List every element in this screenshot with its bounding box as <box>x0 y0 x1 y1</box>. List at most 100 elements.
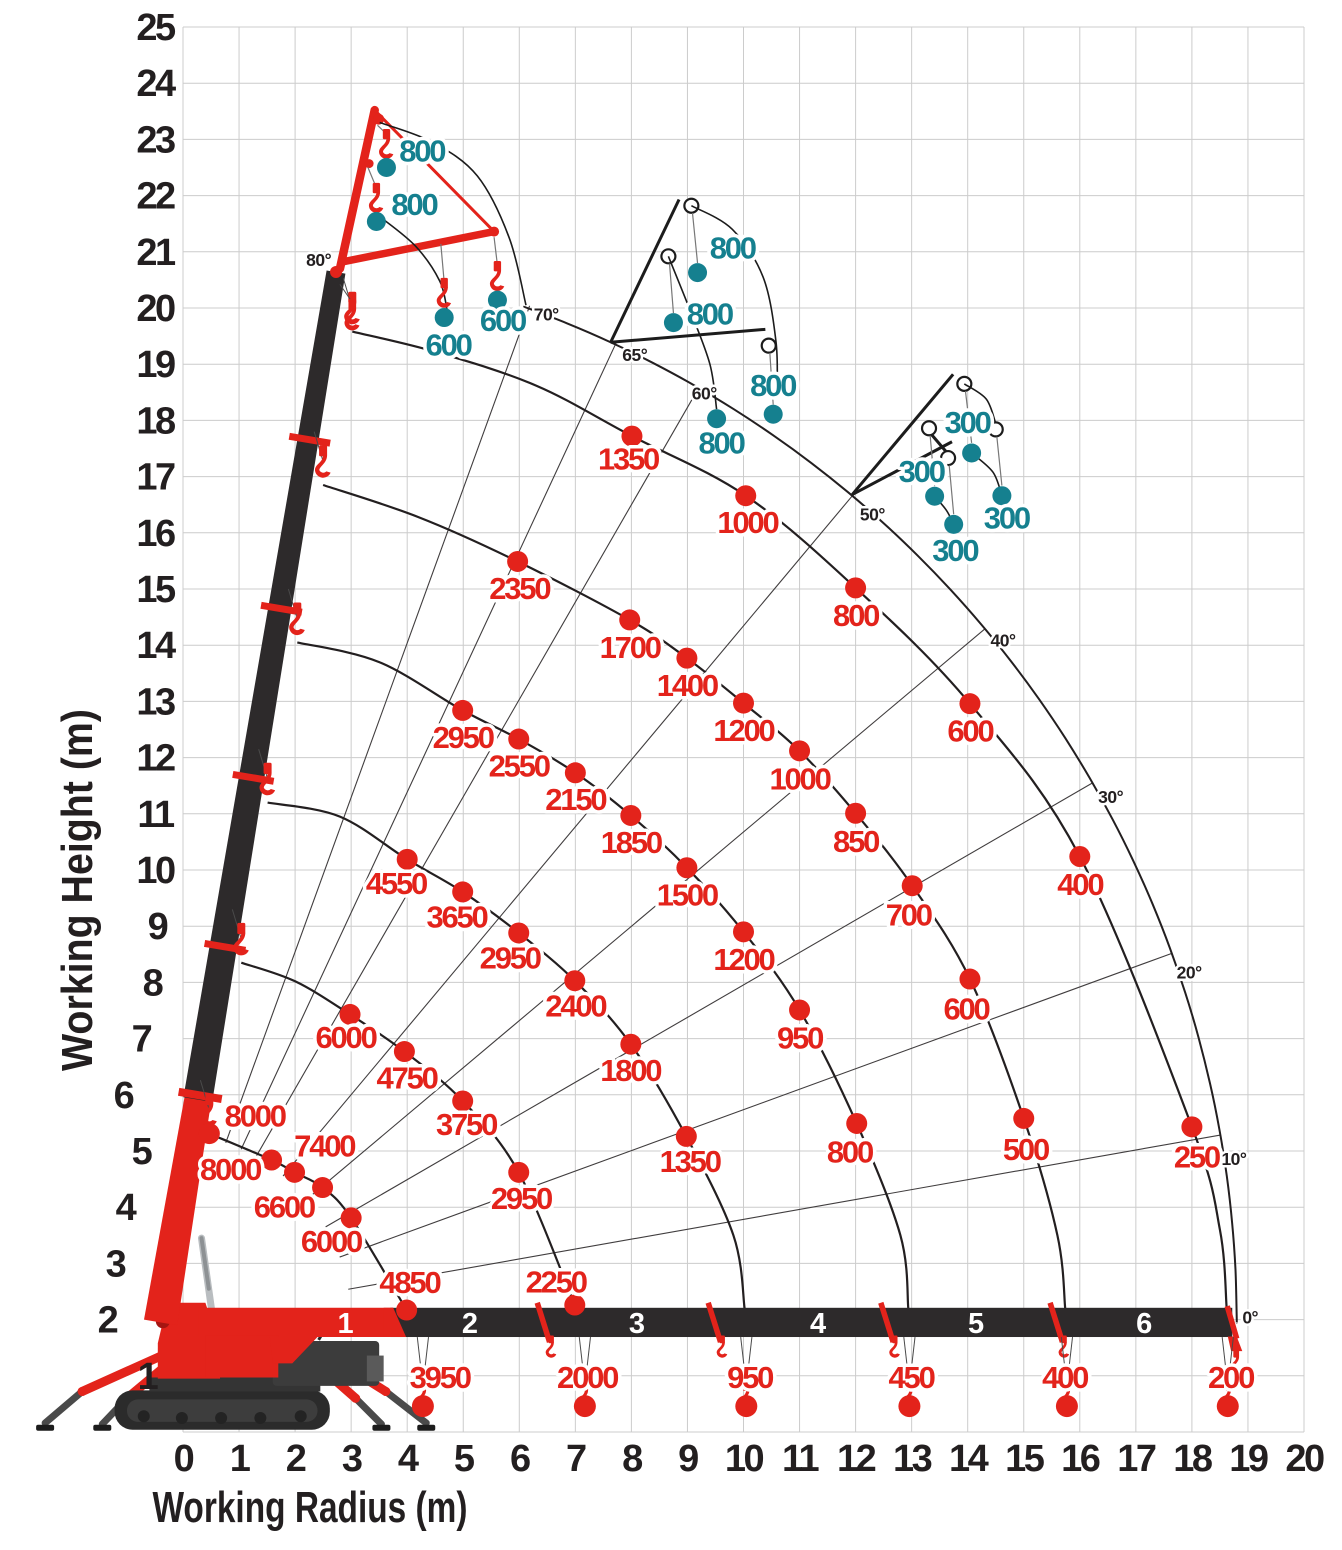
hook-block <box>372 182 381 194</box>
jib-80deg-hook-1 <box>368 182 384 213</box>
hook-curve <box>201 1103 217 1127</box>
jib-65deg-sheave-0 <box>683 197 700 214</box>
boom-stage-4-dot-1500 <box>676 857 698 879</box>
boom-stage-4-bottom-wire <box>908 1336 916 1386</box>
jib-50deg-dot <box>992 486 1012 506</box>
hook-curve <box>379 138 394 159</box>
boom-stage-2-start-wire <box>231 909 242 940</box>
outrigger-leg-0 <box>41 1388 86 1427</box>
boom-stage-3-dot-4550 <box>396 848 418 870</box>
track-wheel-2 <box>215 1411 228 1424</box>
boom-vertical <box>183 270 346 1102</box>
jib-50deg-sheave-1 <box>920 420 938 437</box>
boom-stage-5-bottom-wire <box>1060 1336 1068 1386</box>
y-tick-label: 9 <box>148 906 168 948</box>
hook-curve <box>344 308 360 331</box>
luffing-cylinder-rod <box>199 1236 211 1291</box>
hook-curve <box>489 270 505 291</box>
hook-block <box>440 277 448 289</box>
hook-curve <box>545 1342 557 1358</box>
jib-50deg-dot <box>944 514 964 534</box>
boom-stage-2-bottom-value-2000: 2000 <box>557 1360 618 1395</box>
boom-stage-6-dot-1350 <box>621 425 643 447</box>
boom-stage-2-bottom-dot-2000 <box>573 1395 596 1418</box>
y-tick-label: 17 <box>136 457 175 499</box>
angle-ray-10 <box>348 1134 1221 1290</box>
boom-stage-2-value-2250: 2250 <box>526 1264 587 1299</box>
boom-stage-6-value-250: 250 <box>1174 1140 1220 1175</box>
angle-label-60: 60° <box>692 383 717 403</box>
boom-horizontal-red <box>198 1307 394 1337</box>
jib-80deg-wire-3 <box>493 237 499 266</box>
outrigger-arm-0 <box>77 1352 164 1397</box>
jib-80deg-luff-arc-1 <box>379 216 448 310</box>
jib-65deg-luff-arc-0 <box>691 204 779 393</box>
hook-block <box>493 261 502 272</box>
hook-block <box>382 128 391 140</box>
boom-tip-arc <box>522 305 1238 1324</box>
jib-80deg-value-800: 800 <box>399 134 445 169</box>
boom-stage-5-value-1400: 1400 <box>657 668 718 703</box>
grid-lines <box>182 26 1305 1433</box>
hook-curve <box>1230 1356 1242 1373</box>
jib-65deg-value-800: 800 <box>687 297 733 332</box>
outrigger-knee-0 <box>77 1387 87 1397</box>
boom-stage-4-value-2550: 2550 <box>489 748 550 783</box>
boom-stage-4-bottom-wire <box>903 1336 910 1386</box>
outrigger-leg-2 <box>352 1394 385 1428</box>
boom-stage-2-dot-2250 <box>564 1294 586 1316</box>
angle-ray-40 <box>306 628 986 1201</box>
y-tick-label: 13 <box>136 681 175 723</box>
boom-stage-2-curve <box>240 961 576 1306</box>
boom-end-hook <box>1230 1349 1242 1373</box>
boom-stage-5-bottom-dot-400 <box>1055 1395 1078 1418</box>
jib-65deg-value-800: 800 <box>699 425 745 460</box>
y-tick-label: 24 <box>136 63 176 105</box>
jib-80deg-hook-3 <box>489 261 505 291</box>
boom-horizontal-support <box>269 1337 318 1364</box>
boom-stage-2-bottom-wire <box>578 1336 586 1386</box>
y-tick-label: 16 <box>136 513 175 555</box>
hook-block <box>348 299 357 310</box>
hook-curve <box>233 932 249 956</box>
boom-stage-4-curve <box>297 641 910 1309</box>
jib-80deg-wire-2 <box>440 243 445 283</box>
hook-block <box>719 1335 725 1344</box>
boom-stage-3-dot-3650 <box>452 881 474 903</box>
angle-ray-30 <box>325 782 1093 1228</box>
jib-80deg-value-600: 600 <box>426 328 472 363</box>
boom-collar-3 <box>288 432 331 447</box>
hook-block <box>892 1335 898 1344</box>
boom-stage-1-dot-8000 <box>198 1123 220 1145</box>
boom-stage-2-value-3750: 3750 <box>436 1107 497 1142</box>
boom-stage-5-dot-600 <box>959 968 981 990</box>
boom-divider-hook-3 <box>1058 1335 1070 1358</box>
boom-stage-3-value-1350: 1350 <box>660 1144 721 1179</box>
boom-stage-4-dot-1850 <box>620 804 642 826</box>
angle-label-10: 10° <box>1221 1149 1246 1169</box>
boom-end-collar <box>1224 1305 1240 1340</box>
outrigger-foot-1 <box>93 1424 112 1431</box>
boom-stage-3-value-2400: 2400 <box>545 988 606 1023</box>
boom-stage-3-dot-2950 <box>508 922 530 944</box>
boom-stage-6-value-600: 600 <box>947 714 993 749</box>
boom-stage-6-value-800: 800 <box>833 598 879 633</box>
hook-block <box>743 1381 750 1391</box>
hook-curve <box>436 287 452 308</box>
jib-80deg-dot <box>366 211 386 231</box>
boom-stage-6-value-400: 400 <box>1057 867 1103 902</box>
boom-stage-6-dot-400 <box>1069 846 1091 868</box>
outrigger-leg-3 <box>382 1388 430 1427</box>
boom-end-head <box>1227 1336 1243 1352</box>
boom-stage-1-bottom-wire <box>422 1336 429 1386</box>
hook-block <box>293 602 302 614</box>
boom-stage-2-value-4750: 4750 <box>377 1060 438 1095</box>
hook-block <box>1061 1335 1067 1344</box>
x-tick-label: 7 <box>566 1438 586 1480</box>
angle-label-0: 0° <box>1242 1307 1258 1327</box>
y-axis-title: Working Height (m) <box>53 709 102 1071</box>
outrigger-foot-3 <box>417 1424 436 1431</box>
jib-65deg-member-0 <box>609 198 681 343</box>
boom-stage-1-start-hook-icon <box>201 1093 217 1127</box>
